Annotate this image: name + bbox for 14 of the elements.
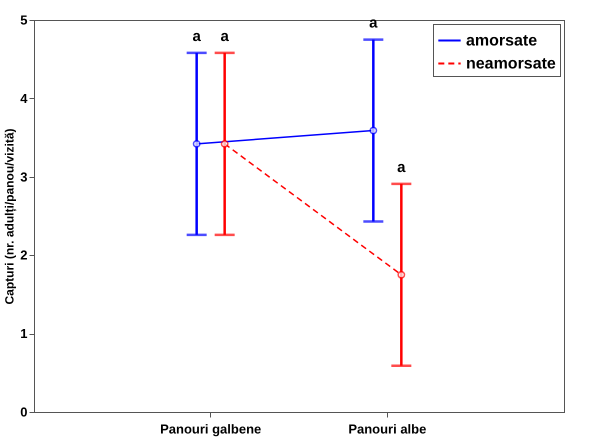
y-tick-label: 2 bbox=[20, 248, 28, 263]
annotation: a bbox=[220, 28, 230, 45]
y-axis-title: Capturi (nr. adulți/panou/vizită) bbox=[2, 128, 16, 305]
legend-label: amorsate bbox=[466, 32, 538, 50]
annotation: a bbox=[192, 28, 202, 45]
y-tick-label: 4 bbox=[20, 90, 28, 106]
y-tick-label: 5 bbox=[20, 12, 28, 28]
x-tick-label: Panouri galbene bbox=[160, 422, 262, 436]
y-tick-label: 3 bbox=[20, 169, 28, 184]
y-tick-label: 1 bbox=[20, 326, 28, 342]
x-tick-label: Panouri albe bbox=[348, 422, 426, 436]
legend-label: neamorsate bbox=[466, 56, 556, 72]
y-tick-label: 0 bbox=[20, 404, 28, 420]
annotation: a bbox=[397, 158, 406, 176]
